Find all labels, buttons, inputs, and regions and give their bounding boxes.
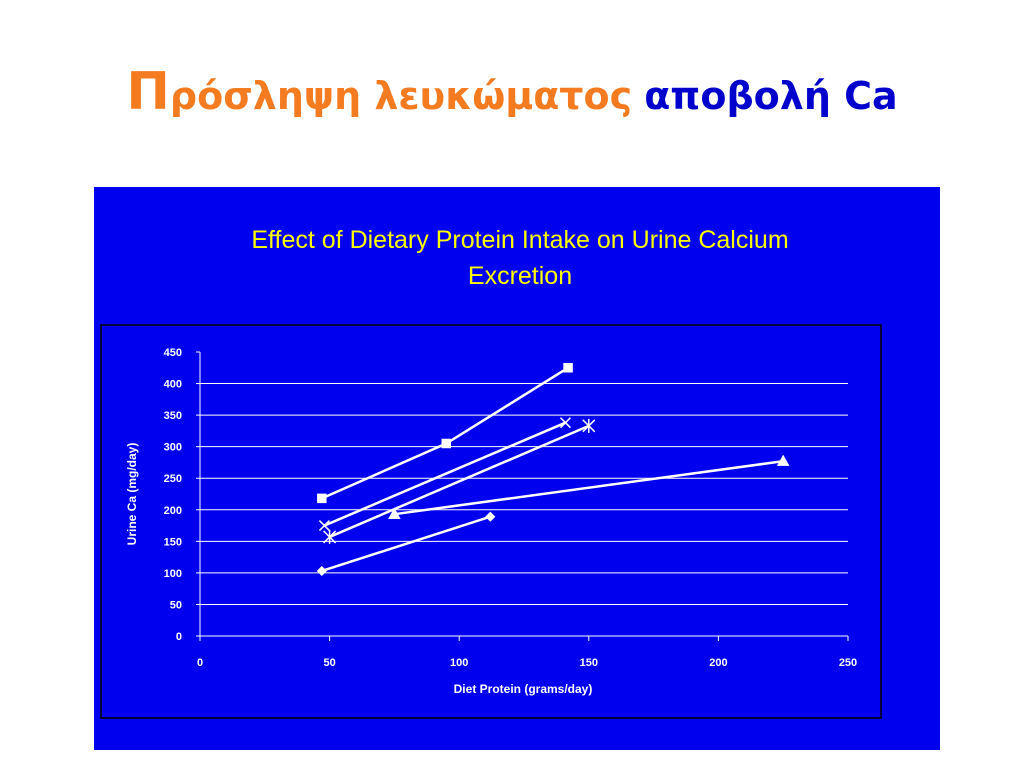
y-tick-label: 350 bbox=[164, 410, 182, 422]
x-tick-label: 250 bbox=[839, 657, 857, 669]
data-point bbox=[388, 507, 401, 519]
slide-title: Πρόσληψη λευκώματος αποβολή Ca bbox=[0, 62, 1024, 122]
x-tick-label: 100 bbox=[450, 657, 468, 669]
y-tick-label: 0 bbox=[176, 631, 182, 643]
data-point bbox=[318, 520, 330, 532]
data-point bbox=[323, 529, 337, 544]
y-tick-label: 200 bbox=[164, 505, 182, 517]
data-point bbox=[559, 417, 572, 429]
data-point bbox=[582, 418, 596, 433]
x-axis-label: Diet Protein (grams/day) bbox=[454, 682, 593, 696]
data-point bbox=[776, 454, 790, 466]
data-point bbox=[563, 363, 573, 373]
chart-background bbox=[94, 187, 940, 750]
chart-title: Effect of Dietary Protein Intake on Urin… bbox=[251, 226, 789, 290]
y-tick-label: 250 bbox=[164, 473, 182, 485]
x-tick-label: 0 bbox=[197, 657, 203, 669]
plot-frame bbox=[100, 324, 882, 719]
x-tick-label: 200 bbox=[709, 657, 727, 669]
x-tick-label: 50 bbox=[323, 657, 335, 669]
x-tick-label: 150 bbox=[580, 657, 598, 669]
data-point bbox=[441, 438, 451, 449]
title-box: Effect of Dietary Protein Intake on Urin… bbox=[251, 226, 789, 290]
title-blue: αποβολή Ca bbox=[644, 74, 898, 118]
series-line bbox=[329, 424, 590, 539]
y-tick-label: 50 bbox=[170, 599, 182, 611]
title-orange: Πρόσληψη λευκώματος bbox=[126, 62, 633, 122]
series-line bbox=[321, 515, 491, 573]
series-line bbox=[394, 459, 784, 516]
y-tick-label: 100 bbox=[164, 568, 182, 580]
y-tick-label: 400 bbox=[164, 379, 182, 391]
series-line bbox=[323, 421, 566, 527]
y-tick-label: 450 bbox=[164, 347, 182, 359]
y-tick-label: 150 bbox=[164, 536, 182, 548]
y-axis-label: Urine Ca (mg/day) bbox=[125, 443, 139, 546]
data-point bbox=[485, 511, 496, 522]
data-point bbox=[317, 493, 327, 504]
data-point bbox=[316, 565, 327, 577]
y-tick-label: 300 bbox=[164, 442, 182, 454]
